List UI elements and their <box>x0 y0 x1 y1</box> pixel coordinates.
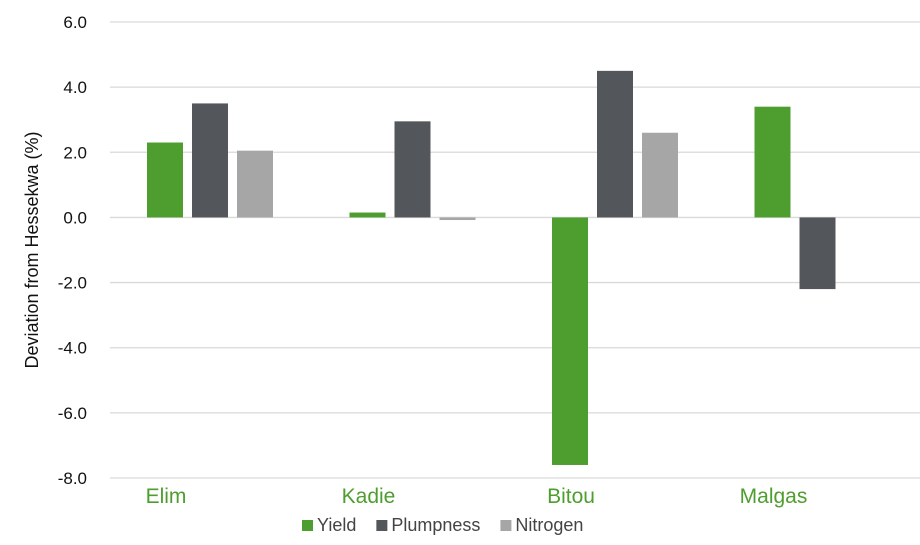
y-tick-label: 4.0 <box>63 78 87 97</box>
legend-label-yield: Yield <box>317 515 356 535</box>
bar-yield-kadie <box>349 212 386 218</box>
legend-swatch-yield <box>302 520 313 531</box>
legend-label-plumpness: Plumpness <box>391 515 480 535</box>
y-tick-label: 2.0 <box>63 143 87 162</box>
bar-nitrogen-bitou <box>642 132 678 218</box>
bar-plumpness-elim <box>192 103 228 218</box>
y-tick-label: -8.0 <box>58 469 87 488</box>
bar-nitrogen-elim <box>237 150 273 218</box>
x-category-label: Malgas <box>740 485 808 508</box>
y-tick-label: -2.0 <box>58 274 87 293</box>
y-tick-label: 6.0 <box>63 13 87 32</box>
y-tick-label: 0.0 <box>63 208 87 227</box>
x-category-label: Elim <box>146 485 187 508</box>
bar-plumpness-kadie <box>394 121 431 218</box>
gridlines <box>110 21 920 479</box>
bar-yield-elim <box>147 142 183 218</box>
x-axis-categories: Elim Kadie Bitou Malgas <box>146 485 808 508</box>
bar-plumpness-malgas <box>799 217 836 290</box>
bar-plumpness-bitou <box>597 70 633 218</box>
legend-swatch-plumpness <box>376 520 388 531</box>
y-axis-label: Deviation from Hessekwa (%) <box>22 131 42 368</box>
bar-yield-malgas <box>754 106 791 218</box>
bar-nitrogen-kadie <box>439 217 476 221</box>
y-tick-label: -4.0 <box>58 339 87 358</box>
y-tick-label: -6.0 <box>58 404 87 423</box>
legend-label-nitrogen: Nitrogen <box>515 515 583 535</box>
legend: Yield Plumpness Nitrogen <box>302 515 583 535</box>
x-category-label: Kadie <box>342 485 396 508</box>
x-category-label: Bitou <box>547 485 595 508</box>
bar-yield-bitou <box>552 217 588 465</box>
legend-swatch-nitrogen <box>500 520 512 531</box>
bars <box>147 70 836 465</box>
y-axis-ticks: 6.0 4.0 2.0 0.0 -2.0 -4.0 -6.0 -8.0 <box>58 13 87 488</box>
